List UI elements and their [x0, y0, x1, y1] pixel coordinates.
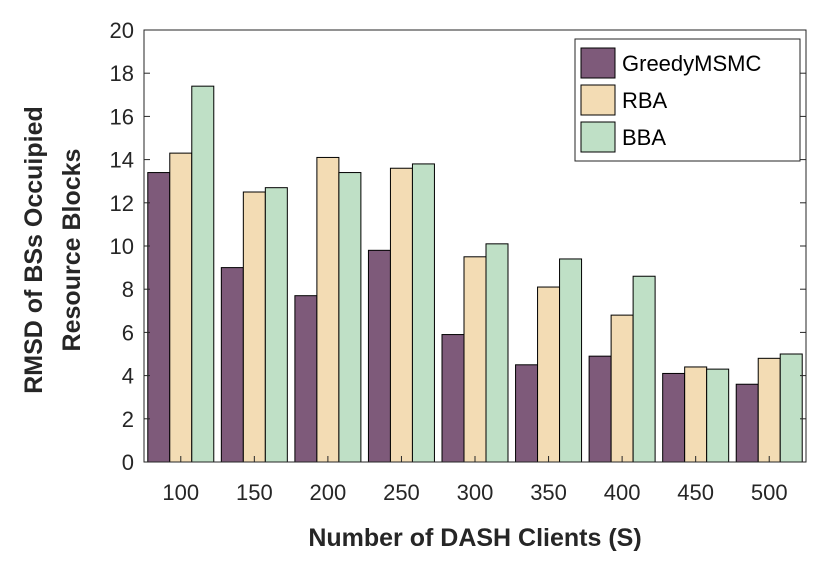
bar-rba-350: [537, 286, 561, 463]
bar-bba-300: [485, 243, 509, 463]
bar-bba-200: [338, 172, 362, 463]
x-axis-title: Number of DASH Clients (S): [308, 524, 641, 552]
x-axis: 100 150 200 250 300 350 400 450 500: [162, 456, 788, 505]
y-tick-label: 0: [122, 450, 134, 475]
bar-greedymsmc-350: [515, 364, 539, 463]
legend-label-bba: BBA: [622, 125, 666, 150]
y-tick-label: 4: [122, 364, 134, 389]
bar-bba-500: [779, 353, 803, 463]
bar-greedymsmc-400: [588, 355, 612, 463]
y-tick-label: 12: [110, 191, 134, 216]
bar-rba-200: [316, 156, 340, 463]
bar-greedymsmc-150: [220, 267, 244, 463]
bar-bba-100: [191, 85, 215, 463]
bar-greedymsmc-500: [735, 383, 759, 463]
bar-rba-400: [610, 314, 634, 463]
y-tick-label: 2: [122, 407, 134, 432]
legend-swatch-greedymsmc: [580, 47, 616, 79]
bar-greedymsmc-200: [294, 295, 318, 463]
y-tick-label: 6: [122, 320, 134, 345]
bar-greedymsmc-300: [441, 334, 465, 463]
legend-label-greedymsmc: GreedyMSMC: [622, 51, 761, 76]
bar-rba-150: [242, 191, 266, 463]
x-tick-label: 250: [383, 480, 420, 505]
x-tick-label: 100: [162, 480, 199, 505]
x-tick-label: 200: [310, 480, 347, 505]
y-tick-label: 16: [110, 104, 134, 129]
y-tick-label: 10: [110, 234, 134, 259]
bar-bba-400: [632, 275, 656, 463]
x-tick-label: 300: [457, 480, 494, 505]
y-tick-label: 18: [110, 61, 134, 86]
x-tick-label: 400: [604, 480, 641, 505]
y-axis: 0 2 4 6 8 10 12 14 16 18 20: [110, 18, 806, 475]
y-axis-title: RMSD of BSs Occuipied Resource Blocks: [20, 106, 86, 394]
y-axis-title-line-2: Resource Blocks: [58, 149, 86, 352]
bar-greedymsmc-450: [662, 372, 686, 463]
bar-rba-500: [757, 357, 781, 463]
legend-swatch-bba: [580, 121, 616, 153]
bar-bba-150: [264, 187, 288, 463]
bar-rba-300: [463, 256, 487, 463]
legend: GreedyMSMC RBA BBA: [574, 38, 801, 162]
bar-greedymsmc-250: [367, 249, 391, 463]
x-tick-label: 500: [751, 480, 788, 505]
bar-bba-250: [411, 163, 435, 463]
legend-swatch-rba: [580, 84, 616, 116]
y-tick-label: 8: [122, 277, 134, 302]
y-axis-title-line-1: RMSD of BSs Occuipied: [20, 106, 48, 394]
bar-bba-350: [559, 258, 583, 463]
y-tick-label: 20: [110, 18, 134, 43]
legend-label-rba: RBA: [622, 88, 668, 113]
bar-rba-100: [169, 152, 193, 463]
y-tick-label: 14: [110, 148, 134, 173]
bar-rba-250: [389, 167, 413, 463]
bar-greedymsmc-100: [147, 172, 171, 463]
x-tick-label: 450: [677, 480, 714, 505]
bar-bba-450: [706, 368, 730, 463]
bar-rba-450: [684, 366, 708, 463]
bars-layer: [147, 85, 803, 463]
x-tick-label: 150: [236, 480, 273, 505]
x-tick-label: 350: [530, 480, 567, 505]
